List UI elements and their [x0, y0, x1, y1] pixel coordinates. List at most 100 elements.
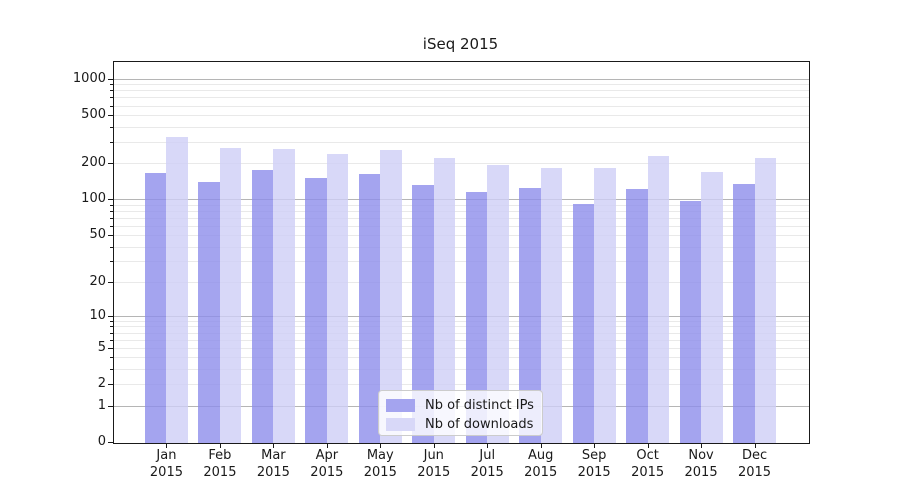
minor-gridline: [114, 357, 809, 359]
y-tick-mark: [108, 315, 113, 317]
y-minor-tick-mark: [110, 84, 113, 86]
y-minor-tick-mark: [110, 90, 113, 92]
x-tick-mark: [433, 444, 435, 448]
bar-distinct-ips: [358, 173, 381, 443]
bar-downloads: [166, 137, 188, 443]
x-tick-mark: [326, 444, 328, 448]
y-tick-label: 500: [81, 107, 106, 123]
y-tick-label: 2: [97, 376, 106, 392]
bar-downloads: [701, 171, 723, 443]
x-tick-label: Sep 2015: [577, 448, 611, 480]
x-tick-mark: [487, 444, 489, 448]
bar-distinct-ips: [679, 201, 702, 443]
bar-distinct-ips: [572, 204, 595, 443]
y-tick-label: 1000: [72, 70, 106, 86]
x-tick-mark: [540, 444, 542, 448]
y-tick-label: 200: [81, 155, 106, 171]
x-tick-label: Apr 2015: [310, 448, 344, 480]
x-tick-mark: [166, 444, 168, 448]
y-minor-tick-mark: [110, 320, 113, 322]
minor-gridline: [114, 115, 809, 117]
minor-gridline: [114, 217, 809, 219]
bar-downloads: [647, 155, 670, 443]
y-minor-tick-mark: [110, 357, 113, 359]
y-minor-tick-mark: [110, 141, 113, 143]
minor-gridline: [114, 369, 809, 371]
x-tick-label: Jul 2015: [470, 448, 504, 480]
minor-gridline: [114, 210, 809, 212]
x-tick-mark: [219, 444, 221, 448]
x-tick-mark: [754, 444, 756, 448]
y-minor-tick-mark: [110, 235, 113, 237]
y-minor-tick-mark: [110, 105, 113, 107]
y-tick-mark: [108, 405, 113, 407]
y-tick-label: 100: [81, 191, 106, 207]
y-tick-mark: [108, 199, 113, 201]
x-tick-label: Jan 2015: [149, 448, 183, 480]
x-tick-label: Aug 2015: [524, 448, 558, 480]
y-tick-label: 50: [89, 227, 106, 243]
y-tick-mark: [108, 442, 113, 443]
x-tick-label: Oct 2015: [631, 448, 665, 480]
bar-downloads: [219, 147, 242, 443]
legend-swatch-distinct-ips: [386, 399, 415, 412]
legend-entry-distinct-ips: Nb of distinct IPs: [386, 397, 534, 414]
y-minor-tick-mark: [110, 261, 113, 263]
minor-gridline: [114, 235, 809, 237]
y-minor-tick-mark: [110, 163, 113, 165]
bar-distinct-ips: [412, 185, 434, 443]
bar-downloads: [273, 148, 295, 443]
y-minor-tick-mark: [110, 281, 113, 283]
minor-gridline: [114, 332, 809, 334]
minor-gridline: [114, 141, 809, 143]
y-minor-tick-mark: [110, 217, 113, 219]
y-minor-tick-mark: [110, 126, 113, 128]
major-gridline: [114, 315, 809, 317]
minor-gridline: [114, 105, 809, 107]
minor-gridline: [114, 97, 809, 99]
bar-distinct-ips: [144, 173, 167, 443]
x-tick-label: Nov 2015: [684, 448, 718, 480]
bar-distinct-ips: [626, 189, 648, 443]
y-minor-tick-mark: [110, 339, 113, 341]
legend-label-downloads: Nb of downloads: [425, 417, 534, 432]
y-minor-tick-mark: [110, 347, 113, 349]
y-minor-tick-mark: [110, 326, 113, 328]
minor-gridline: [114, 261, 809, 263]
y-minor-tick-mark: [110, 225, 113, 227]
minor-gridline: [114, 225, 809, 227]
y-tick-label: 10: [89, 307, 106, 323]
x-tick-mark: [380, 444, 382, 448]
minor-gridline: [114, 90, 809, 92]
bar-downloads: [326, 154, 349, 443]
minor-gridline: [114, 246, 809, 248]
plot-area: [113, 61, 810, 444]
x-tick-label: Dec 2015: [737, 448, 772, 480]
bar-downloads: [540, 168, 563, 443]
y-minor-tick-mark: [110, 246, 113, 248]
x-tick-mark: [647, 444, 649, 448]
minor-gridline: [114, 126, 809, 128]
bar-distinct-ips: [519, 188, 541, 443]
y-minor-tick-mark: [110, 204, 113, 206]
y-tick-label: 20: [89, 273, 106, 289]
y-minor-tick-mark: [110, 115, 113, 117]
bar-downloads: [380, 149, 402, 443]
bar-downloads: [433, 157, 456, 443]
x-tick-label: Feb 2015: [203, 448, 237, 480]
y-minor-tick-mark: [110, 384, 113, 386]
y-minor-tick-mark: [110, 210, 113, 212]
legend-swatch-downloads: [386, 418, 415, 431]
x-tick-label: May 2015: [363, 448, 397, 480]
bar-downloads: [594, 168, 616, 443]
y-minor-tick-mark: [110, 332, 113, 334]
minor-gridline: [114, 320, 809, 322]
bar-distinct-ips: [198, 182, 220, 443]
minor-gridline: [114, 163, 809, 165]
bar-distinct-ips: [465, 191, 488, 443]
minor-gridline: [114, 347, 809, 349]
x-tick-label: Jun 2015: [417, 448, 451, 480]
minor-gridline: [114, 204, 809, 206]
x-tick-mark: [594, 444, 596, 448]
